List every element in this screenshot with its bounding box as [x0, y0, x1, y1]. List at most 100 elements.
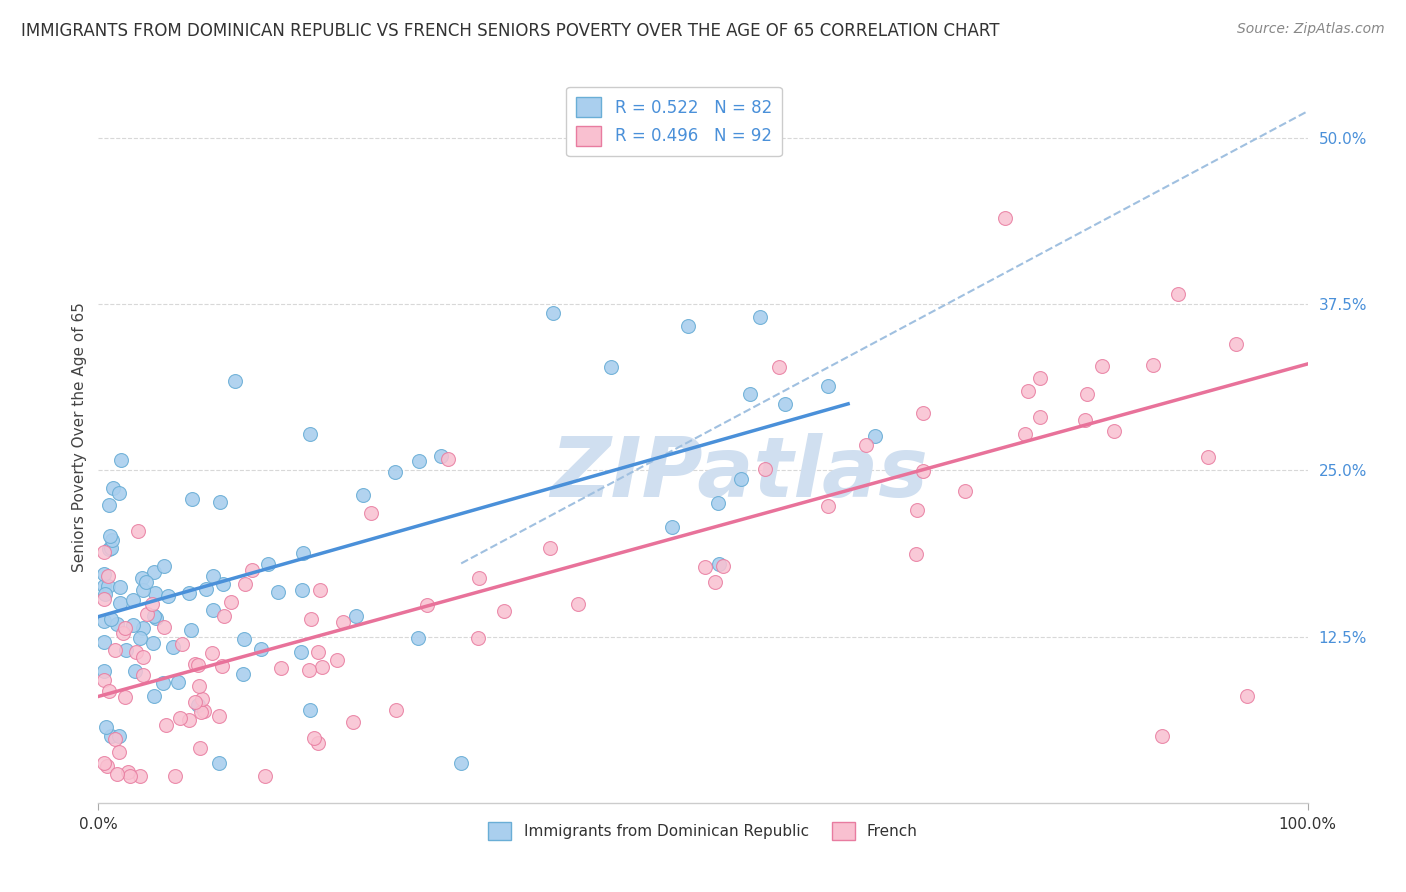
Point: [768, 360, 790, 375]
Point: [707, 496, 730, 510]
Point: [125, 645, 148, 659]
Point: [994, 211, 1017, 225]
Point: [219, 595, 242, 609]
Point: [953, 483, 976, 498]
Point: [177, 713, 200, 727]
Point: [93, 579, 115, 593]
Point: [1014, 426, 1036, 441]
Text: IMMIGRANTS FROM DOMINICAN REPUBLIC VS FRENCH SENIORS POVERTY OVER THE AGE OF 65 : IMMIGRANTS FROM DOMINICAN REPUBLIC VS FR…: [21, 22, 1000, 40]
Point: [145, 611, 167, 625]
Point: [184, 657, 207, 672]
Point: [100, 729, 122, 743]
Point: [105, 767, 128, 781]
Point: [704, 574, 727, 589]
Point: [308, 645, 330, 659]
Point: [135, 575, 157, 590]
Point: [344, 609, 367, 624]
Point: [177, 586, 200, 600]
Point: [114, 621, 136, 635]
Point: [1102, 424, 1125, 438]
Point: [1074, 413, 1097, 427]
Point: [155, 718, 177, 732]
Point: [114, 690, 136, 704]
Point: [96, 758, 118, 772]
Point: [93, 635, 115, 649]
Point: [1029, 409, 1052, 424]
Point: [384, 466, 406, 480]
Point: [93, 756, 115, 770]
Point: [307, 736, 329, 750]
Point: [240, 563, 263, 577]
Point: [191, 692, 214, 706]
Point: [129, 769, 152, 783]
Text: ZIPatlas: ZIPatlas: [550, 434, 928, 514]
Point: [104, 732, 127, 747]
Point: [817, 499, 839, 513]
Point: [101, 481, 124, 495]
Point: [142, 636, 165, 650]
Point: [1225, 337, 1247, 351]
Point: [567, 598, 589, 612]
Point: [905, 547, 928, 561]
Point: [468, 571, 491, 585]
Point: [911, 464, 934, 478]
Point: [100, 612, 122, 626]
Point: [108, 485, 131, 500]
Point: [187, 657, 209, 672]
Point: [143, 565, 166, 579]
Point: [232, 632, 254, 647]
Point: [257, 557, 280, 571]
Point: [131, 571, 153, 585]
Point: [711, 559, 734, 574]
Point: [332, 615, 354, 629]
Point: [128, 632, 150, 646]
Point: [120, 769, 142, 783]
Point: [467, 631, 489, 645]
Point: [170, 637, 193, 651]
Point: [117, 765, 139, 780]
Point: [754, 462, 776, 476]
Point: [187, 679, 209, 693]
Point: [180, 624, 202, 638]
Point: [165, 769, 187, 783]
Point: [195, 582, 218, 596]
Point: [162, 640, 184, 654]
Point: [97, 683, 120, 698]
Y-axis label: Seniors Poverty Over the Age of 65: Seniors Poverty Over the Age of 65: [72, 302, 87, 572]
Point: [188, 741, 211, 756]
Point: [416, 599, 439, 613]
Point: [360, 506, 382, 520]
Point: [98, 529, 121, 543]
Point: [311, 660, 333, 674]
Point: [104, 642, 127, 657]
Point: [190, 706, 212, 720]
Point: [135, 607, 157, 622]
Point: [143, 586, 166, 600]
Point: [385, 703, 408, 717]
Point: [406, 631, 429, 645]
Point: [1197, 450, 1219, 464]
Point: [1236, 690, 1258, 704]
Point: [167, 675, 190, 690]
Point: [142, 609, 165, 624]
Point: [122, 618, 145, 632]
Point: [538, 541, 561, 556]
Point: [1152, 729, 1174, 743]
Point: [115, 643, 138, 657]
Point: [93, 545, 115, 559]
Point: [93, 673, 115, 688]
Point: [184, 695, 207, 709]
Point: [292, 546, 315, 560]
Point: [157, 590, 180, 604]
Point: [193, 704, 215, 718]
Point: [124, 664, 146, 678]
Point: [208, 756, 231, 770]
Point: [187, 698, 209, 712]
Point: [93, 614, 115, 628]
Point: [153, 620, 176, 634]
Point: [212, 577, 235, 591]
Point: [1142, 358, 1164, 372]
Point: [267, 584, 290, 599]
Point: [132, 621, 155, 635]
Point: [97, 541, 120, 556]
